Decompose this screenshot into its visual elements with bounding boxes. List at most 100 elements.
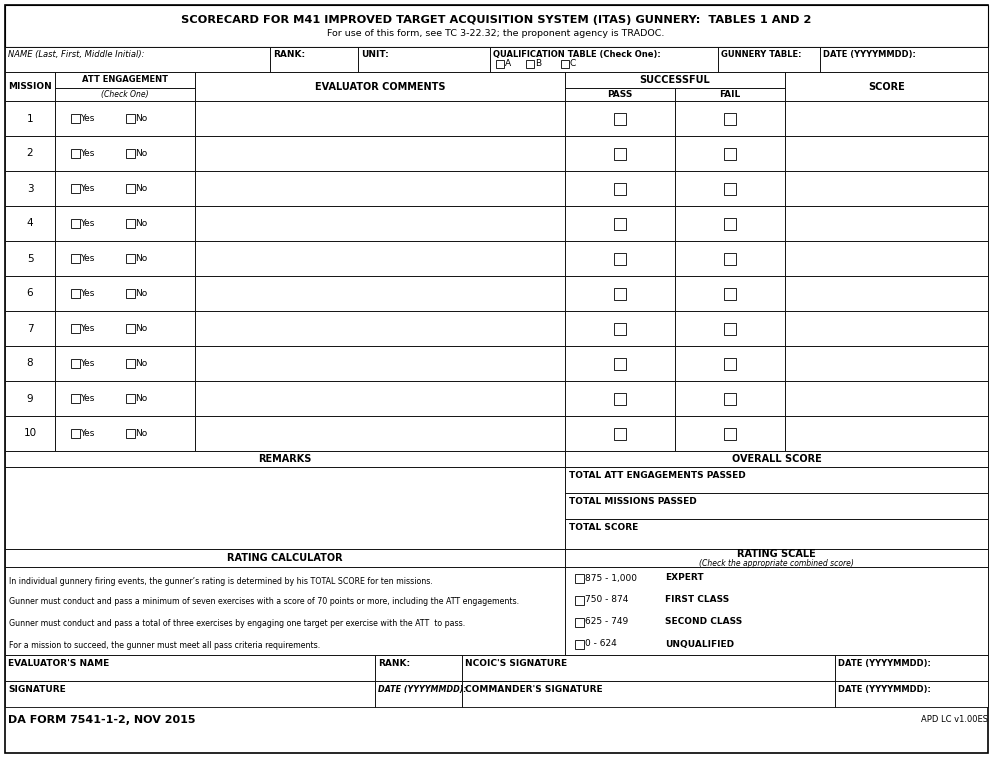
- Bar: [785, 72, 988, 101]
- Text: No: No: [135, 289, 147, 298]
- Text: TOTAL ATT ENGAGEMENTS PASSED: TOTAL ATT ENGAGEMENTS PASSED: [569, 471, 746, 480]
- Text: (Check the appropriate combined score): (Check the appropriate combined score): [699, 559, 854, 569]
- Text: Yes: Yes: [80, 394, 94, 403]
- Bar: [55, 276, 195, 311]
- Bar: [565, 88, 675, 101]
- Bar: [55, 241, 195, 276]
- Bar: [724, 253, 736, 264]
- Bar: [675, 241, 785, 276]
- Bar: [71, 359, 79, 368]
- Text: SIGNATURE: SIGNATURE: [8, 685, 66, 694]
- Bar: [785, 206, 988, 241]
- Bar: [5, 655, 375, 681]
- Text: OVERALL SCORE: OVERALL SCORE: [732, 454, 821, 464]
- Bar: [71, 394, 79, 403]
- Text: 2: 2: [27, 148, 34, 158]
- Text: No: No: [135, 394, 147, 403]
- Bar: [575, 640, 584, 648]
- Text: SCORE: SCORE: [868, 81, 905, 91]
- Bar: [675, 276, 785, 311]
- Text: No: No: [135, 114, 147, 123]
- Text: SUCCESSFUL: SUCCESSFUL: [639, 75, 710, 85]
- Bar: [5, 101, 55, 136]
- Text: For use of this form, see TC 3-22.32; the proponent agency is TRADOC.: For use of this form, see TC 3-22.32; th…: [328, 30, 664, 38]
- Text: Yes: Yes: [80, 324, 94, 333]
- Bar: [71, 219, 79, 228]
- Bar: [125, 219, 134, 228]
- Bar: [195, 241, 565, 276]
- Bar: [5, 681, 375, 707]
- Bar: [565, 311, 675, 346]
- Text: APD LC v1.00ES: APD LC v1.00ES: [921, 715, 988, 724]
- Text: Yes: Yes: [80, 429, 94, 438]
- Bar: [675, 136, 785, 171]
- Bar: [5, 47, 270, 72]
- Text: RANK:: RANK:: [378, 659, 410, 668]
- Bar: [565, 241, 675, 276]
- Text: EXPERT: EXPERT: [665, 573, 704, 583]
- Bar: [565, 567, 988, 655]
- Bar: [614, 112, 626, 125]
- Bar: [71, 184, 79, 193]
- Bar: [675, 416, 785, 451]
- Text: No: No: [135, 324, 147, 333]
- Text: UNQUALIFIED: UNQUALIFIED: [665, 640, 734, 648]
- Text: 0 - 624: 0 - 624: [585, 640, 617, 648]
- Bar: [835, 681, 988, 707]
- Bar: [724, 218, 736, 229]
- Bar: [195, 346, 565, 381]
- Bar: [55, 171, 195, 206]
- Bar: [565, 549, 988, 567]
- Bar: [195, 206, 565, 241]
- Bar: [526, 60, 534, 68]
- Text: RATING SCALE: RATING SCALE: [737, 549, 816, 559]
- Bar: [55, 101, 195, 136]
- Bar: [55, 136, 195, 171]
- Text: TOTAL SCORE: TOTAL SCORE: [569, 523, 638, 532]
- Text: No: No: [135, 359, 147, 368]
- Text: 750 - 874: 750 - 874: [585, 595, 629, 604]
- Bar: [565, 519, 988, 549]
- Bar: [125, 359, 134, 368]
- Bar: [5, 311, 55, 346]
- Text: 875 - 1,000: 875 - 1,000: [585, 573, 637, 583]
- Bar: [724, 357, 736, 370]
- Bar: [496, 60, 504, 68]
- Bar: [565, 346, 675, 381]
- Text: UNIT:: UNIT:: [361, 50, 388, 59]
- Bar: [125, 289, 134, 298]
- Bar: [785, 101, 988, 136]
- Text: FIRST CLASS: FIRST CLASS: [665, 595, 729, 604]
- Text: 9: 9: [27, 393, 34, 403]
- Bar: [71, 149, 79, 158]
- Text: RANK:: RANK:: [273, 50, 305, 59]
- Bar: [195, 171, 565, 206]
- Bar: [195, 311, 565, 346]
- Bar: [125, 114, 134, 123]
- Bar: [195, 101, 565, 136]
- Bar: [614, 357, 626, 370]
- Text: NCOIC'S SIGNATURE: NCOIC'S SIGNATURE: [465, 659, 567, 668]
- Bar: [785, 346, 988, 381]
- Bar: [5, 171, 55, 206]
- Bar: [55, 346, 195, 381]
- Bar: [565, 101, 675, 136]
- Bar: [724, 288, 736, 300]
- Bar: [785, 311, 988, 346]
- Bar: [55, 88, 195, 101]
- Text: REMARKS: REMARKS: [258, 454, 312, 464]
- Bar: [675, 381, 785, 416]
- Text: In individual gunnery firing events, the gunner’s rating is determined by his TO: In individual gunnery firing events, the…: [9, 577, 433, 586]
- Bar: [5, 567, 565, 655]
- Bar: [5, 346, 55, 381]
- Bar: [71, 254, 79, 263]
- Text: Yes: Yes: [80, 114, 94, 123]
- Bar: [820, 47, 988, 72]
- Bar: [724, 112, 736, 125]
- Bar: [575, 618, 584, 626]
- Bar: [55, 206, 195, 241]
- Bar: [125, 254, 134, 263]
- Bar: [614, 147, 626, 159]
- Bar: [5, 381, 55, 416]
- Bar: [358, 47, 490, 72]
